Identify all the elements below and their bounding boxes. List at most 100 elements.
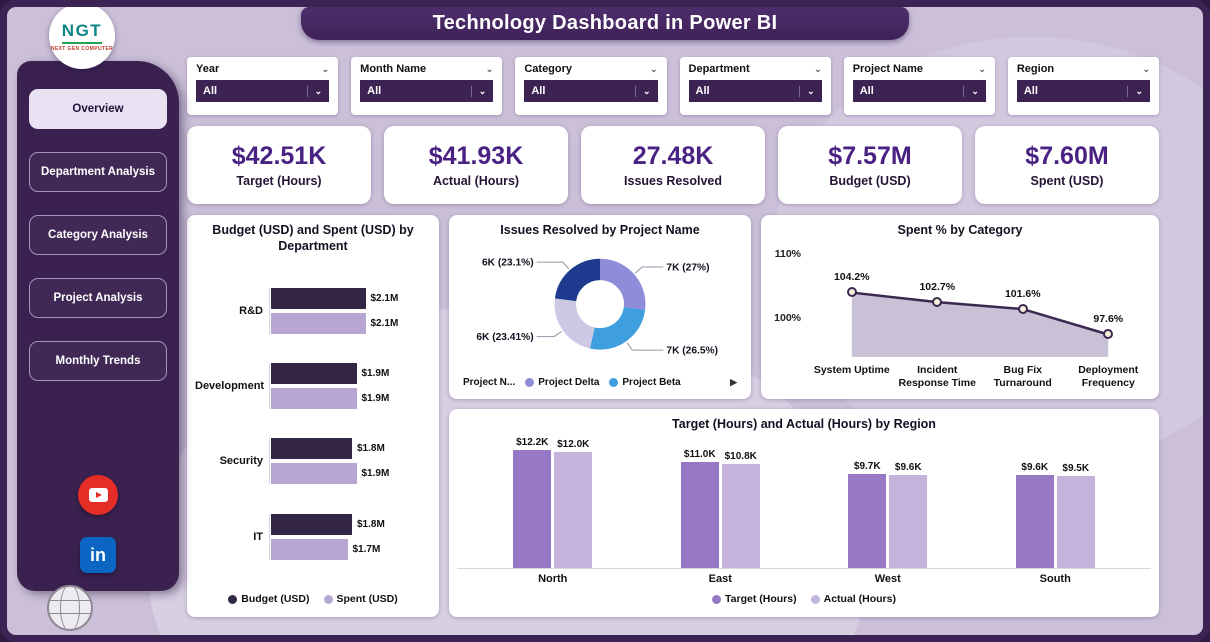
kpi-value: $42.51K — [231, 142, 327, 170]
axis-tick-label: 110% — [774, 248, 801, 261]
month-name-dropdown[interactable]: All ⌄ — [360, 80, 494, 102]
data-point[interactable] — [932, 296, 943, 307]
donut-slice[interactable] — [554, 258, 646, 350]
bar-segment[interactable] — [271, 287, 366, 309]
department-dropdown[interactable]: All ⌄ — [688, 80, 822, 102]
spent-pct-by-category-chart[interactable]: Spent % by Category 110% 100% 104.2% 102.7… — [761, 215, 1159, 399]
kpi-label: Spent (USD) — [1030, 174, 1104, 188]
chevron-down-icon[interactable]: ⌄ — [321, 63, 330, 74]
data-label: 102.7% — [919, 280, 956, 293]
column-bar[interactable] — [1056, 476, 1095, 568]
legend-dot — [228, 594, 238, 604]
chevron-down-icon[interactable]: ⌄ — [649, 63, 658, 74]
sidebar-item-monthly-trends[interactable]: Monthly Trends — [29, 341, 167, 381]
page-title: Technology Dashboard in Power BI — [432, 12, 778, 34]
sidebar-item-category-analysis[interactable]: Category Analysis — [29, 215, 167, 255]
legend-title: Project N... — [463, 376, 516, 388]
legend-item[interactable]: Actual (Hours) — [810, 593, 896, 605]
legend-item[interactable]: Target (Hours) — [712, 593, 797, 605]
bar-segment[interactable] — [271, 513, 352, 535]
filter-category: Category ⌄ All ⌄ — [515, 57, 667, 115]
linkedin-icon[interactable]: in — [80, 537, 116, 573]
dropdown-value: All — [695, 85, 710, 97]
chevron-down-icon[interactable]: ⌄ — [485, 63, 494, 74]
data-label: $9.7K — [853, 461, 881, 473]
donut-slice[interactable] — [554, 258, 646, 350]
website-globe-icon[interactable] — [47, 585, 93, 631]
donut-chart-plot: 7K (27%) 7K (26.5%) 6K (23.41%) 6K (23.1%) — [457, 239, 743, 373]
category-label: Bug Fix Turnaround — [993, 364, 1052, 389]
category-label: West — [874, 573, 901, 585]
legend-label: Project Beta — [622, 376, 681, 388]
kpi-card-budget-usd[interactable]: $7.57M Budget (USD) — [778, 126, 962, 204]
kpi-card-actual-hours[interactable]: $41.93K Actual (Hours) — [384, 126, 568, 204]
kpi-value: $41.93K — [428, 142, 524, 170]
kpi-card-issues-resolved[interactable]: 27.48K Issues Resolved — [581, 126, 765, 204]
category-label: Security — [219, 455, 263, 468]
year-dropdown[interactable]: All ⌄ — [196, 80, 330, 102]
kpi-value: 27.48K — [632, 142, 714, 170]
kpi-label: Actual (Hours) — [432, 174, 520, 188]
bar-segment[interactable] — [271, 463, 357, 485]
chevron-down-icon: ⌄ — [963, 85, 979, 97]
category-dropdown[interactable]: All ⌄ — [524, 80, 658, 102]
budget-spent-by-department-chart[interactable]: Budget (USD) and Spent (USD) by Departme… — [187, 215, 439, 617]
category-label: R&D — [239, 304, 263, 317]
chevron-down-icon[interactable]: ⌄ — [814, 63, 822, 74]
donut-slice[interactable] — [554, 258, 646, 350]
legend-scroll-icon[interactable]: ▶ — [730, 376, 737, 387]
chevron-down-icon: ⌄ — [1127, 85, 1143, 97]
column-bar[interactable] — [1015, 475, 1054, 568]
legend-label: Budget (USD) — [241, 593, 310, 605]
chart-legend: Budget (USD) Spent (USD) — [195, 589, 431, 609]
youtube-icon[interactable] — [78, 475, 118, 515]
social-links: in — [29, 475, 167, 577]
bar-segment[interactable] — [271, 312, 366, 334]
column-bar[interactable] — [889, 475, 928, 568]
sidebar-item-department-analysis[interactable]: Department Analysis — [29, 152, 167, 192]
dropdown-value: All — [531, 85, 546, 97]
data-label: 97.6% — [1093, 313, 1124, 326]
bar-group: Security $1.8M $1.9M — [195, 438, 429, 485]
data-point[interactable] — [846, 287, 857, 298]
bar-group: IT $1.8M $1.7M — [195, 513, 429, 560]
column-bar[interactable] — [848, 474, 887, 568]
bar-segment[interactable] — [271, 387, 357, 409]
column-bar[interactable] — [513, 450, 552, 568]
bar-segment[interactable] — [271, 538, 348, 560]
legend-label: Actual (Hours) — [823, 593, 896, 605]
legend-item[interactable]: Project Delta — [525, 377, 599, 388]
target-actual-by-region-chart[interactable]: Target (Hours) and Actual (Hours) by Reg… — [449, 409, 1159, 617]
chevron-down-icon: ⌄ — [306, 85, 322, 97]
data-label: $1.9M — [361, 367, 390, 379]
column-bar[interactable] — [554, 451, 593, 568]
legend-item[interactable]: Spent (USD) — [323, 593, 398, 605]
legend-item[interactable]: Project Beta — [609, 376, 681, 388]
label-leader-line — [634, 266, 664, 274]
data-point[interactable] — [1103, 329, 1114, 340]
column-group: $9.7K $9.6K — [804, 433, 972, 568]
kpi-card-spent-usd[interactable]: $7.60M Spent (USD) — [975, 126, 1159, 204]
line-chart-plot: 110% 100% 104.2% 102.7% 101.6% 97.6% System … — [769, 243, 1151, 391]
category-label: East — [708, 573, 732, 585]
bar-segment[interactable] — [271, 438, 352, 460]
chevron-down-icon[interactable]: ⌄ — [1142, 63, 1151, 74]
legend-item[interactable]: Budget (USD) — [228, 593, 310, 605]
filter-region: Region ⌄ All ⌄ — [1007, 57, 1160, 115]
column-bar[interactable] — [721, 463, 760, 568]
filter-label: Project Name — [852, 63, 923, 75]
bar-segment[interactable] — [271, 362, 357, 384]
sidebar-item-project-analysis[interactable]: Project Analysis — [29, 278, 167, 318]
company-logo: NGT NEXT GEN COMPUTER — [49, 7, 115, 69]
column-bar[interactable] — [680, 461, 719, 568]
chevron-down-icon[interactable]: ⌄ — [978, 63, 986, 74]
legend-dot — [712, 594, 722, 604]
data-point[interactable] — [1017, 303, 1028, 314]
kpi-card-target-hours[interactable]: $42.51K Target (Hours) — [187, 126, 371, 204]
project-name-dropdown[interactable]: All ⌄ — [852, 80, 986, 102]
region-dropdown[interactable]: All ⌄ — [1016, 80, 1151, 102]
sidebar-item-overview[interactable]: Overview — [29, 89, 167, 129]
data-label: 7K (27%) — [666, 262, 709, 273]
chart-legend: Project N... Project Delta Project Beta … — [457, 373, 743, 391]
issues-by-project-chart[interactable]: Issues Resolved by Project Name 7K (27%)… — [449, 215, 751, 399]
